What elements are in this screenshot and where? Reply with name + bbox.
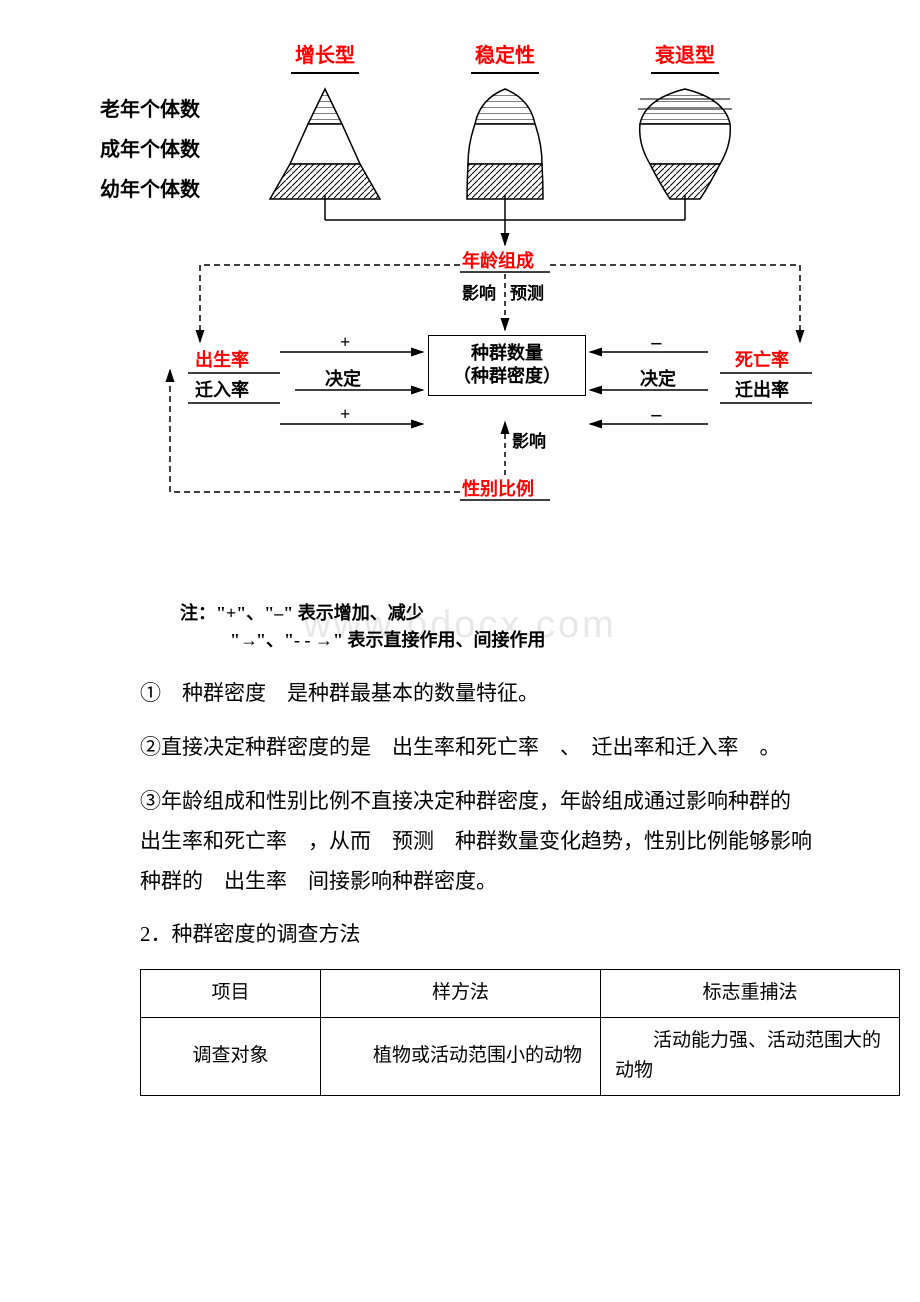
pyramid-growth: 增长型 (250, 40, 400, 204)
note-arrow-dash: - - → (294, 630, 333, 650)
th-mark-recapture: 标志重捕法 (601, 970, 900, 1017)
pyramid-stable-title: 稳定性 (471, 40, 539, 74)
note1b: "、" (236, 603, 274, 623)
pyramid-row-labels: 老年个体数 成年个体数 幼年个体数 (100, 90, 200, 210)
label-old: 老年个体数 (100, 90, 200, 130)
legend-notes: 注："+"、"–" 表示增加、减少 "→"、"- - →" 表示直接作用、间接作… (180, 600, 860, 654)
label-sex-ratio: 性别比例 (462, 475, 534, 504)
pyramid-stable-svg (430, 84, 580, 204)
label-age-structure: 年龄组成 (462, 247, 534, 276)
label-emigration: 迁出率 (735, 376, 789, 405)
pyramid-stable: 稳定性 (430, 40, 580, 204)
td-subject-label: 调查对象 (141, 1017, 321, 1095)
th-quadrat: 样方法 (321, 970, 601, 1017)
td-mark-desc: 活动能力强、活动范围大的动物 (601, 1017, 900, 1095)
table-header-row: 项目 样方法 标志重捕法 (141, 970, 900, 1017)
paragraph-1: ① 种群密度 是种群最基本的数量特征。 (140, 674, 830, 714)
label-young: 幼年个体数 (100, 170, 200, 210)
note2a: " (230, 630, 240, 650)
minus-right-bot: − (650, 398, 663, 433)
td-quadrat-desc: 植物或活动范围小的动物 (321, 1017, 601, 1095)
pyramid-growth-title: 增长型 (291, 40, 359, 74)
table-row: 调查对象 植物或活动范围小的动物 活动能力强、活动范围大的动物 (141, 1017, 900, 1095)
heading-2: 2．种群密度的调查方法 (140, 915, 830, 955)
note2b: "、" (256, 630, 294, 650)
th-item: 项目 (141, 970, 321, 1017)
pyramid-decline-title: 衰退型 (651, 40, 719, 74)
label-determine-right: 决定 (640, 365, 676, 394)
note-arrow-solid: → (240, 630, 256, 650)
note-plus: + (226, 603, 236, 623)
center-box: 种群数量 （种群密度） (428, 335, 586, 396)
plus-left-bot: + (340, 400, 350, 429)
label-predict: 预测 (510, 280, 544, 307)
pyramid-decline-svg (610, 84, 760, 204)
label-immigration: 迁入率 (195, 376, 249, 405)
note-minus: – (274, 603, 283, 623)
center-line1: 种群数量 (437, 342, 577, 365)
population-diagram: 老年个体数 成年个体数 幼年个体数 增长型 (100, 40, 820, 570)
pyramid-growth-svg (250, 84, 400, 204)
note1a: 注：" (180, 603, 226, 623)
minus-right-top: − (650, 326, 663, 361)
label-influence-top: 影响 (462, 280, 496, 307)
label-adult: 成年个体数 (100, 130, 200, 170)
center-line2: （种群密度） (437, 365, 577, 388)
label-death-rate: 死亡率 (735, 346, 789, 375)
note1c: " 表示增加、减少 (283, 603, 424, 623)
paragraph-3: ③年龄组成和性别比例不直接决定种群密度，年龄组成通过影响种群的 出生率和死亡率 … (140, 782, 830, 902)
plus-left-top: + (340, 328, 350, 357)
note2c: " 表示直接作用、间接作用 (333, 630, 546, 650)
paragraph-2: ②直接决定种群密度的是 出生率和死亡率 、 迁出率和迁入率 。 (140, 728, 830, 768)
label-determine-left: 决定 (325, 365, 361, 394)
label-birth-rate: 出生率 (195, 346, 249, 375)
label-influence-bottom: 影响 (512, 428, 546, 455)
survey-methods-table: 项目 样方法 标志重捕法 调查对象 植物或活动范围小的动物 活动能力强、活动范围… (140, 969, 900, 1095)
pyramid-decline: 衰退型 (610, 40, 760, 204)
